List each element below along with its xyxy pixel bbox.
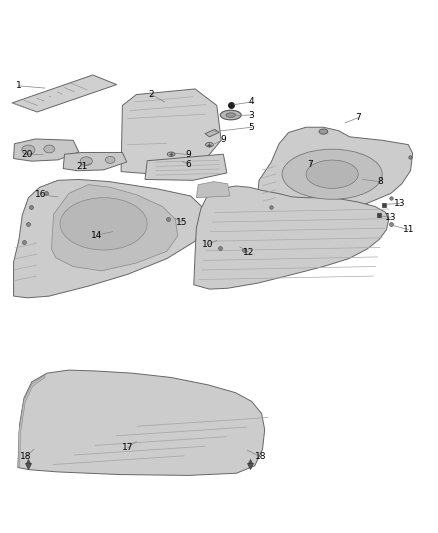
Text: 11: 11 xyxy=(403,225,414,234)
Polygon shape xyxy=(14,139,79,161)
Text: 20: 20 xyxy=(22,150,33,159)
Polygon shape xyxy=(145,154,227,180)
Polygon shape xyxy=(256,127,413,215)
Polygon shape xyxy=(18,370,265,475)
Text: 2: 2 xyxy=(149,90,154,99)
Ellipse shape xyxy=(220,110,241,120)
Ellipse shape xyxy=(282,149,382,199)
Text: 12: 12 xyxy=(243,248,254,256)
Polygon shape xyxy=(18,375,45,467)
Text: 17: 17 xyxy=(122,443,133,453)
Text: 5: 5 xyxy=(249,123,254,132)
Polygon shape xyxy=(196,182,230,198)
Text: 14: 14 xyxy=(92,231,103,240)
Polygon shape xyxy=(51,184,178,271)
Text: 7: 7 xyxy=(355,113,361,122)
Ellipse shape xyxy=(80,157,92,166)
Text: 1: 1 xyxy=(16,82,21,91)
Ellipse shape xyxy=(60,198,147,250)
Text: 8: 8 xyxy=(377,177,383,186)
Ellipse shape xyxy=(106,156,115,163)
Ellipse shape xyxy=(205,142,213,147)
Ellipse shape xyxy=(226,113,236,117)
Polygon shape xyxy=(194,186,389,289)
Polygon shape xyxy=(14,180,202,298)
Text: 15: 15 xyxy=(176,217,188,227)
Text: 10: 10 xyxy=(202,240,214,249)
Text: 9: 9 xyxy=(220,135,226,144)
Text: 18: 18 xyxy=(254,452,266,461)
Ellipse shape xyxy=(319,129,328,134)
Ellipse shape xyxy=(167,152,175,156)
Polygon shape xyxy=(205,130,219,137)
Text: 16: 16 xyxy=(35,190,46,199)
Text: 13: 13 xyxy=(394,199,405,208)
Text: 18: 18 xyxy=(20,452,31,461)
Polygon shape xyxy=(12,75,117,112)
Ellipse shape xyxy=(44,145,55,153)
Ellipse shape xyxy=(22,145,35,155)
Polygon shape xyxy=(63,152,127,171)
Text: 21: 21 xyxy=(76,162,88,171)
Text: 4: 4 xyxy=(249,98,254,107)
Ellipse shape xyxy=(306,160,358,188)
Text: 3: 3 xyxy=(249,110,254,119)
Text: 6: 6 xyxy=(186,160,191,169)
Text: 7: 7 xyxy=(307,160,313,169)
Text: 13: 13 xyxy=(385,213,397,222)
Text: 9: 9 xyxy=(186,150,191,159)
Polygon shape xyxy=(121,89,221,175)
